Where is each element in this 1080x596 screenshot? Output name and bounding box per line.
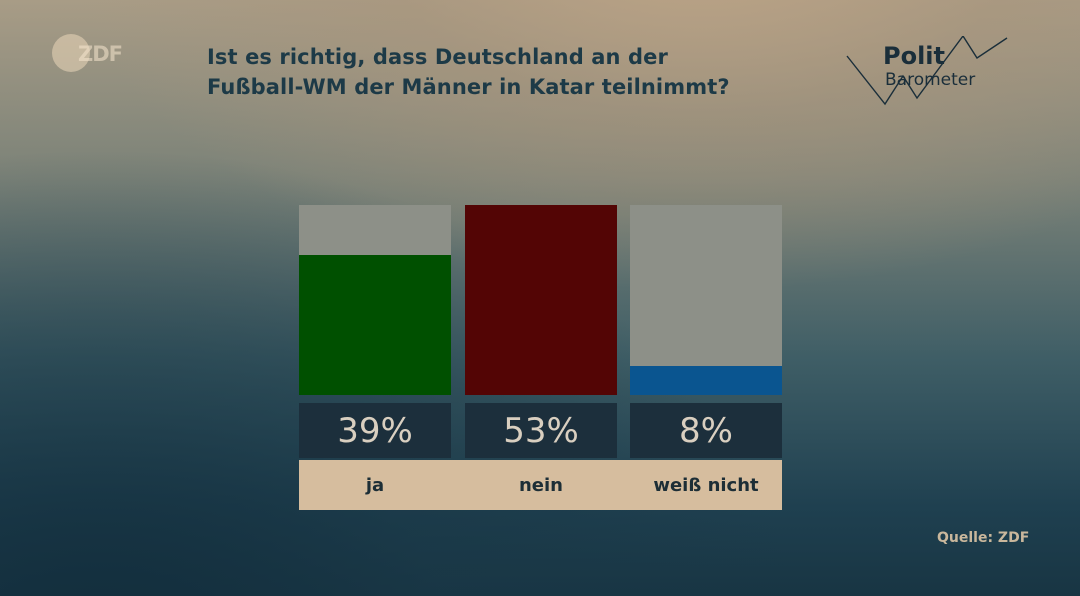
zdf-logo-circle <box>52 34 90 72</box>
politbarometer-logo: Polit Barometer <box>845 36 1015 106</box>
bar-ja <box>299 255 451 395</box>
politbarometer-title: Polit <box>883 42 946 70</box>
value-label-weiss-nicht: 8% <box>630 403 782 458</box>
source-note: Quelle: ZDF <box>937 530 1030 546</box>
politbarometer-subtitle: Barometer <box>885 70 976 90</box>
zdf-logo: ZDF <box>52 34 123 74</box>
chart-title-line-2: Fußball-WM der Männer in Katar teilnimmt… <box>207 75 730 99</box>
zdf-logo-text: ZDF <box>78 42 123 66</box>
category-label-nein: nein <box>518 474 563 496</box>
category-label-strip <box>299 460 782 510</box>
bar-nein <box>465 205 617 395</box>
chart-title: Ist es richtig, dass Deutschland an der … <box>207 42 787 102</box>
value-label-ja: 39% <box>299 403 451 458</box>
bar-weiss-nicht <box>630 366 782 395</box>
category-label-ja: ja <box>365 474 385 496</box>
value-label-nein: 53% <box>465 403 617 458</box>
politbarometer-chevron-icon <box>846 36 1008 106</box>
bar-background-weiss-nicht <box>630 205 782 395</box>
chart-title-line-1: Ist es richtig, dass Deutschland an der <box>207 45 668 69</box>
category-label-weiss-nicht: weiß nicht <box>653 474 759 496</box>
